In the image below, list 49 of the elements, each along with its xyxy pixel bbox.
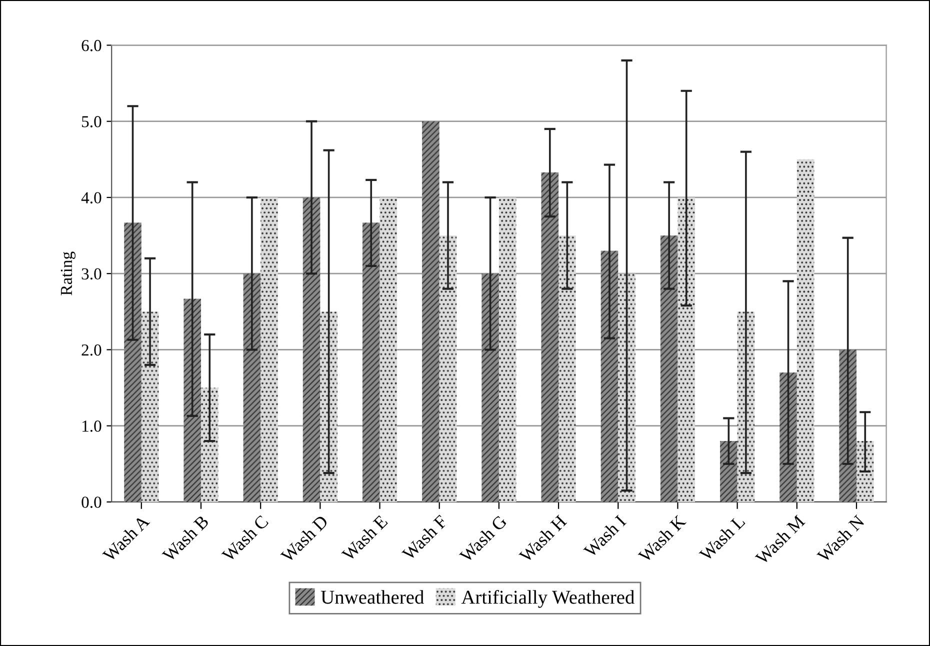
x-tick-label: Wash M bbox=[754, 514, 806, 566]
bar bbox=[780, 372, 797, 502]
y-axis-title: Rating bbox=[60, 252, 76, 296]
x-tick-label: Wash H bbox=[518, 514, 568, 564]
bar bbox=[541, 172, 559, 502]
legend-label: Artificially Weathered bbox=[461, 590, 634, 608]
x-tick-label: Wash G bbox=[458, 514, 508, 564]
bar bbox=[618, 274, 636, 502]
bar bbox=[558, 236, 576, 502]
bar bbox=[184, 298, 201, 502]
bar bbox=[600, 250, 618, 502]
y-tick-label: 5.0 bbox=[82, 116, 102, 128]
bar bbox=[856, 441, 874, 502]
bar bbox=[439, 236, 457, 502]
x-tick-label: Wash D bbox=[280, 514, 329, 564]
x-tick-label: Wash L bbox=[698, 514, 746, 562]
bar bbox=[720, 441, 738, 502]
bar bbox=[362, 222, 380, 502]
y-tick-label: 2.0 bbox=[82, 344, 102, 356]
y-tick-label: 6.0 bbox=[82, 40, 102, 52]
x-tick-label: Wash I bbox=[582, 514, 627, 558]
bar bbox=[200, 388, 218, 502]
bar bbox=[498, 197, 516, 502]
x-tick-label: Wash F bbox=[401, 514, 448, 562]
bar bbox=[243, 274, 261, 502]
y-tick-label: 1.0 bbox=[82, 420, 102, 432]
x-tick-label: Wash B bbox=[161, 514, 210, 563]
y-tick-label: 0.0 bbox=[82, 496, 102, 508]
bar bbox=[380, 197, 398, 502]
bar bbox=[302, 197, 320, 502]
bar bbox=[422, 121, 440, 502]
y-tick-label: 3.0 bbox=[82, 268, 102, 280]
bar bbox=[678, 197, 695, 502]
legend-label: Unweathered bbox=[320, 590, 424, 604]
bar bbox=[482, 274, 499, 502]
bar bbox=[260, 197, 278, 502]
bar bbox=[660, 236, 678, 502]
x-tick-label: Wash C bbox=[220, 514, 269, 563]
x-tick-label: Wash K bbox=[637, 514, 687, 564]
x-tick-label: Wash E bbox=[340, 514, 388, 562]
bar bbox=[124, 222, 142, 502]
bar bbox=[839, 350, 856, 502]
bar bbox=[141, 312, 159, 502]
x-tick-label: Wash A bbox=[102, 514, 150, 563]
bar bbox=[737, 312, 755, 502]
bar bbox=[796, 159, 814, 502]
bar bbox=[320, 312, 338, 502]
y-tick-label: 4.0 bbox=[81, 192, 102, 204]
x-tick-label: Wash N bbox=[816, 514, 866, 564]
